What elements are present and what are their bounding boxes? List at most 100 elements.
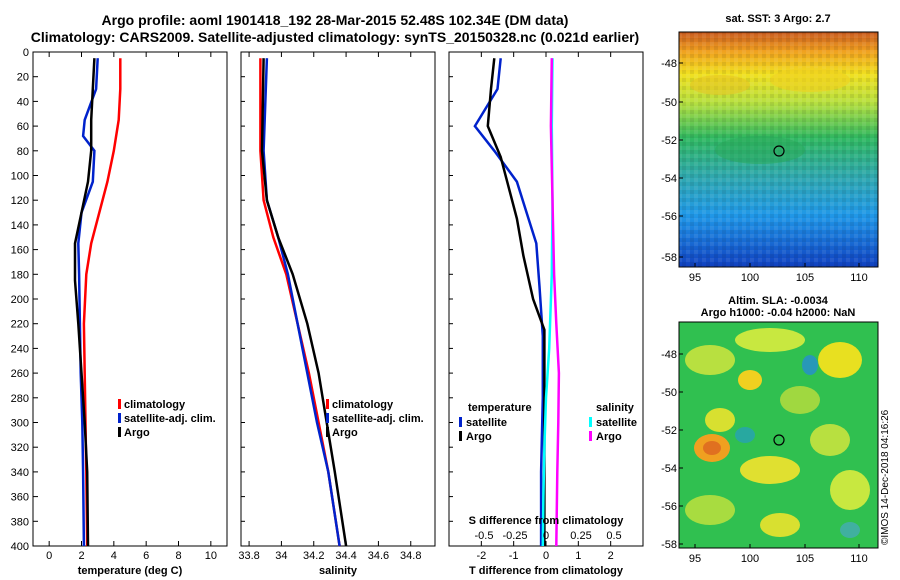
y-tick-label: 340 [11,467,29,479]
legend-label: Argo [466,431,492,443]
map-x-tick-label: 105 [796,272,814,284]
x2-tick-label: -0.25 [502,530,527,542]
plot-frame [240,51,436,547]
x-tick-label: 6 [143,550,149,562]
x-tick-label: 2 [78,550,84,562]
y-tick-label: 320 [11,442,29,454]
x-axis-label: salinity [319,565,358,577]
plot-frame [32,51,228,547]
map-x-tick-label: 100 [741,553,759,565]
map-x-tick-label: 95 [689,272,701,284]
sla-map-title-line1: Altim. SLA: -0.0034 [728,295,828,307]
x-tick-label: 2 [608,550,614,562]
map-x-tick-label: 110 [850,272,868,284]
y-tick-label: 60 [17,121,29,133]
legend-label: Argo [124,427,150,439]
series-line-satellite-adj-clim- [77,58,99,547]
y-tick-label: 20 [17,72,29,84]
x-tick-label: 0 [46,550,52,562]
map-y-tick-label: -48 [661,349,677,361]
legend-label: satellite-adj. clim. [124,413,216,425]
series-line-argo [260,58,348,547]
map-y-tick-label: -52 [661,135,677,147]
map-y-tick-label: -58 [661,539,677,551]
x2-tick-label: 0 [543,530,549,542]
legend-swatch [326,427,329,437]
y-tick-label: 400 [11,541,29,553]
y-tick-label: 180 [11,269,29,281]
argo-location-marker [773,434,785,446]
legend-label: climatology [124,399,186,411]
temperature-panel: 0 2 4 6 8 10020406080100120140160180200220240… [11,47,228,577]
x-tick-label: 34.6 [368,550,389,562]
y-tick-label: 140 [11,220,29,232]
x-tick-label: -1 [509,550,519,562]
x-tick-label: 0 [543,550,549,562]
map-x-tick-label: 105 [796,553,814,565]
x-tick-label: 1 [575,550,581,562]
imos-credit: ©IMOS 14-Dec-2018 04:16:26 [880,409,891,545]
map-y-tick-label: -56 [661,211,677,223]
chart-title-line1: Argo profile: aoml 1901418_192 28-Mar-20… [101,12,569,28]
x-tick-label: 34.4 [335,550,356,562]
y-tick-label: 220 [11,319,29,331]
legend-swatch [118,413,121,423]
x2-tick-label: 0.5 [606,530,621,542]
argo-location-marker [773,145,785,157]
legend-swatch [589,417,592,427]
legend-label: climatology [332,399,394,411]
y-tick-label: 300 [11,418,29,430]
legend-label: Argo [332,427,358,439]
series-line-s-argo [549,58,561,547]
x2-tick-label: 0.25 [570,530,591,542]
legend-label: satellite [596,417,637,429]
legend-swatch [589,431,592,441]
legend-title-temperature: temperature [468,402,532,414]
map-y-tick-label: -58 [661,252,677,264]
x-tick-label: 10 [205,550,217,562]
chart-title-line2: Climatology: CARS2009. Satellite-adjuste… [30,29,640,45]
series-line-t-satellite [473,58,545,546]
y-tick-label: 200 [11,294,29,306]
y-tick-label: 160 [11,245,29,257]
y-tick-label: 240 [11,343,29,355]
y-tick-label: 80 [17,146,29,158]
series-line-argo [73,58,96,547]
map-y-tick-label: -50 [661,387,677,399]
x-tick-label: 34.2 [303,550,324,562]
x-tick-label: 4 [111,550,117,562]
legend-swatch [118,427,121,437]
legend-swatch [326,399,329,409]
y-tick-label: 280 [11,393,29,405]
plot-frame [448,51,644,547]
legend-label: satellite-adj. clim. [332,413,424,425]
map-y-tick-label: -54 [661,463,677,475]
y-tick-label: 260 [11,368,29,380]
x-tick-label: 34 [275,550,287,562]
map-y-tick-label: -52 [661,425,677,437]
x-tick-label: 34.8 [400,550,421,562]
sst-map: 95 100 105 110 -48 -50 -52 -54 -56 -58 [661,31,879,284]
difference-panel: -2 -1 0 1 2 T difference from climatology temp… [448,51,644,577]
legend-label: satellite [466,417,507,429]
sla-map: 95 100 105 110 -48 -50 -52 -54 -56 -58 [661,321,879,565]
legend-swatch [459,417,462,427]
legend-swatch [326,413,329,423]
map-x-tick-label: 100 [741,272,759,284]
x-axis-label: temperature (deg C) [78,565,183,577]
map-x-tick-label: 110 [850,553,868,565]
legend-swatch [459,431,462,441]
legend-label: Argo [596,431,622,443]
x2-axis-label: S difference from climatology [469,515,625,527]
map-y-tick-label: -54 [661,173,677,185]
y-tick-label: 380 [11,516,29,528]
legend-swatch [118,399,121,409]
y-tick-label: 120 [11,195,29,207]
map-y-tick-label: -48 [661,58,677,70]
map-x-tick-label: 95 [689,553,701,565]
y-tick-label: 40 [17,96,29,108]
map-y-tick-label: -56 [661,501,677,513]
x-tick-label: -2 [476,550,486,562]
sla-map-title-line2: Argo h1000: -0.04 h2000: NaN [700,307,856,319]
